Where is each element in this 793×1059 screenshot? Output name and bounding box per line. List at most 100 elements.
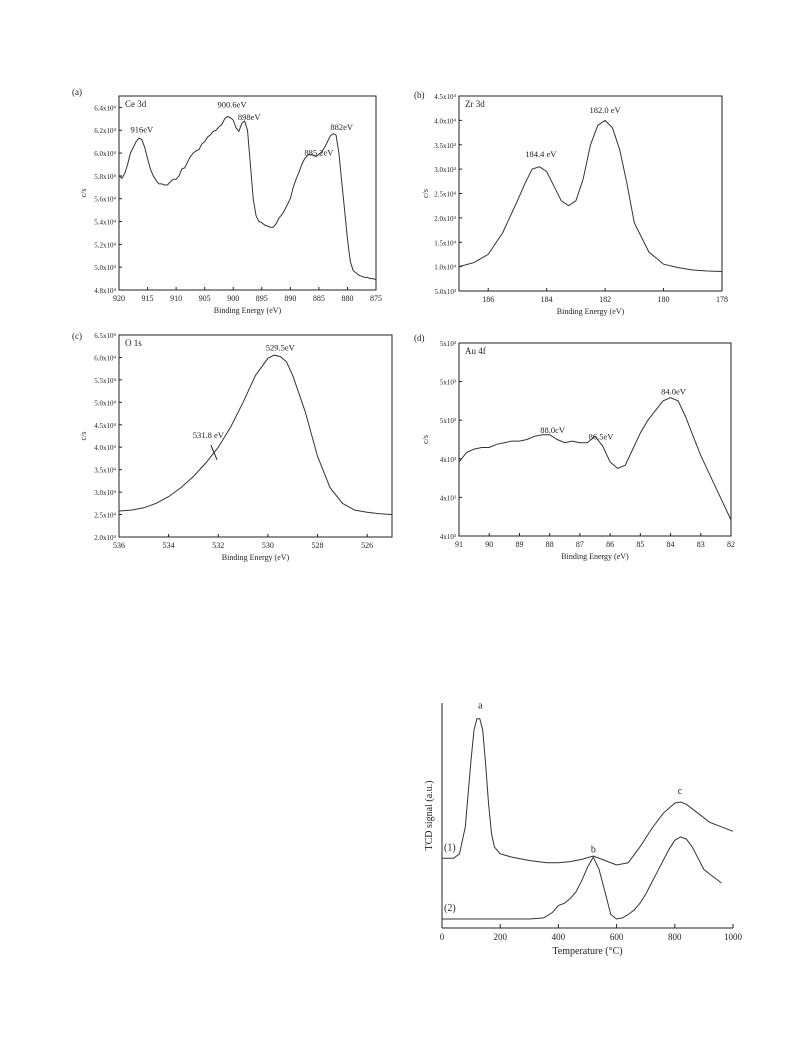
peak-annotation: 88.0cV <box>540 425 566 435</box>
peak-annotation: 529.5eV <box>266 343 296 353</box>
peak-annotation: 182.0 eV <box>590 105 622 115</box>
x-tick-label: 600 <box>610 932 624 942</box>
x-tick-label: 915 <box>142 294 154 303</box>
panel-label: (d) <box>414 333 425 343</box>
chart-zr-3d: (b) Zr 3d 186 184 182 180 178 5.0x10³ 1.0x10⁴ 1.5… <box>414 90 728 316</box>
inset-label: Au 4f <box>465 346 486 356</box>
x-tick-label: 528 <box>312 541 324 550</box>
y-tick-label: 5.0x10⁴ <box>94 399 116 407</box>
y-tick-label: 5x10³ <box>440 340 456 348</box>
series-label: (1) <box>444 842 456 853</box>
peak-annotation: b <box>591 845 596 856</box>
y-tick-label: 1.0x10⁴ <box>434 264 456 272</box>
y-tick-label: 4.5x10⁴ <box>94 422 116 430</box>
series-line <box>442 718 734 866</box>
y-tick-label: 5.4x10⁴ <box>94 219 116 227</box>
x-tick-label: 910 <box>170 294 182 303</box>
x-tick-label: 920 <box>113 294 125 303</box>
x-tick-label: 0 <box>440 932 445 942</box>
x-tick-label: 875 <box>370 294 382 303</box>
x-tick-label: 532 <box>212 541 224 550</box>
panel-label: (b) <box>414 90 425 100</box>
inset-label: Ce 3d <box>125 99 147 109</box>
peak-annotation: 84.0eV <box>661 386 687 396</box>
y-tick-label: 1.5x10⁴ <box>434 239 456 247</box>
plot-frame <box>118 334 393 538</box>
inset-label: Zr 3d <box>465 99 485 109</box>
peak-annotation: 885.2eV <box>304 147 334 157</box>
y-tick-label: 2.0x10⁴ <box>94 534 116 542</box>
y-tick-label: 6.0x10⁴ <box>94 150 116 158</box>
x-tick-label: 880 <box>341 294 353 303</box>
peak-annotation: 916eV <box>131 125 155 135</box>
y-tick-label: 6.5x10⁴ <box>94 332 116 340</box>
peak-annotation: 531.8 eV <box>193 430 225 440</box>
x-axis-title: Binding Energy (eV) <box>561 552 629 561</box>
y-tick-label: 5.8x10⁴ <box>94 173 116 181</box>
panel-label: (c) <box>72 331 82 341</box>
plot-frame <box>458 342 732 537</box>
plot-frame <box>458 95 723 292</box>
inset-label: O 1s <box>125 338 142 348</box>
x-tick-label: 87 <box>576 540 584 549</box>
x-tick-label: 86 <box>606 540 614 549</box>
series-line <box>442 836 722 920</box>
y-tick-label: 2.5x10⁴ <box>94 512 116 520</box>
x-axis-title: Binding Energy (eV) <box>557 307 625 316</box>
x-tick-label: 180 <box>658 295 670 304</box>
y-axis-title: c/s <box>421 189 430 198</box>
x-tick-label: 1000 <box>724 932 743 942</box>
y-tick-label: 2.5x10⁴ <box>434 191 456 199</box>
x-axis-title: Binding Energy (eV) <box>214 306 282 315</box>
y-axis-title: TCD signal (a.u.) <box>424 781 435 851</box>
x-tick-label: 89 <box>515 540 523 549</box>
x-tick-label: 82 <box>727 540 735 549</box>
peak-annotation: 898eV <box>238 112 262 122</box>
x-tick-label: 88 <box>546 540 554 549</box>
y-axis-title: c/s <box>79 432 88 441</box>
x-tick-label: 905 <box>199 294 211 303</box>
y-tick-label: 5x10³ <box>440 417 456 425</box>
peak-annotation: 86.5eV <box>589 432 615 442</box>
chart-o-1s: (c) O 1s 536 534 532 530 528 526 2.0x10⁴ 2.5x10⁴ 3… <box>72 331 393 562</box>
peak-annotation: 882eV <box>330 122 354 132</box>
x-tick-label: 91 <box>455 540 463 549</box>
x-tick-label: 85 <box>636 540 644 549</box>
panel-label: (a) <box>72 87 82 97</box>
x-tick-label: 90 <box>485 540 493 549</box>
y-tick-label: 4x10³ <box>440 533 456 541</box>
x-tick-label: 83 <box>697 540 705 549</box>
y-tick-label: 2.0x10⁴ <box>434 215 456 223</box>
x-tick-label: 890 <box>284 294 296 303</box>
x-tick-label: 178 <box>716 295 728 304</box>
chart-tpr: 0 200 400 600 800 1000 Temperature (°C) TCD sig… <box>424 701 743 957</box>
y-tick-label: 4.8x10⁴ <box>94 287 116 295</box>
y-tick-label: 3.0x10⁴ <box>434 166 456 174</box>
chart-ce-3d: (a) Ce 3d 920 915 910 905 900 895 890 885 880 875 4.… <box>72 87 382 315</box>
x-tick-label: 900 <box>227 294 239 303</box>
peak-annotation: c <box>678 786 683 797</box>
x-tick-label: 182 <box>599 295 611 304</box>
x-tick-label: 800 <box>668 932 682 942</box>
x-tick-label: 200 <box>493 932 507 942</box>
plot-frame <box>118 95 377 291</box>
y-axis-title: c/s <box>79 189 88 198</box>
y-tick-label: 3.5x10⁴ <box>94 467 116 475</box>
x-tick-label: 84 <box>667 540 675 549</box>
y-tick-label: 5.0x10⁴ <box>94 264 116 272</box>
y-tick-label: 5.5x10⁴ <box>94 377 116 385</box>
x-tick-label: 400 <box>552 932 566 942</box>
x-tick-label: 186 <box>482 295 494 304</box>
x-tick-label: 530 <box>262 541 274 550</box>
y-tick-label: 3.0x10⁴ <box>94 489 116 497</box>
y-tick-label: 6.2x10⁴ <box>94 127 116 135</box>
y-tick-label: 4x10³ <box>440 494 456 502</box>
y-tick-label: 5.0x10³ <box>435 288 456 296</box>
y-tick-label: 4x10³ <box>440 456 456 464</box>
series-line <box>458 119 723 272</box>
y-tick-label: 4.0x10⁴ <box>94 444 116 452</box>
series-line <box>118 354 393 516</box>
peak-annotation: a <box>478 701 483 712</box>
x-tick-label: 526 <box>361 541 373 550</box>
